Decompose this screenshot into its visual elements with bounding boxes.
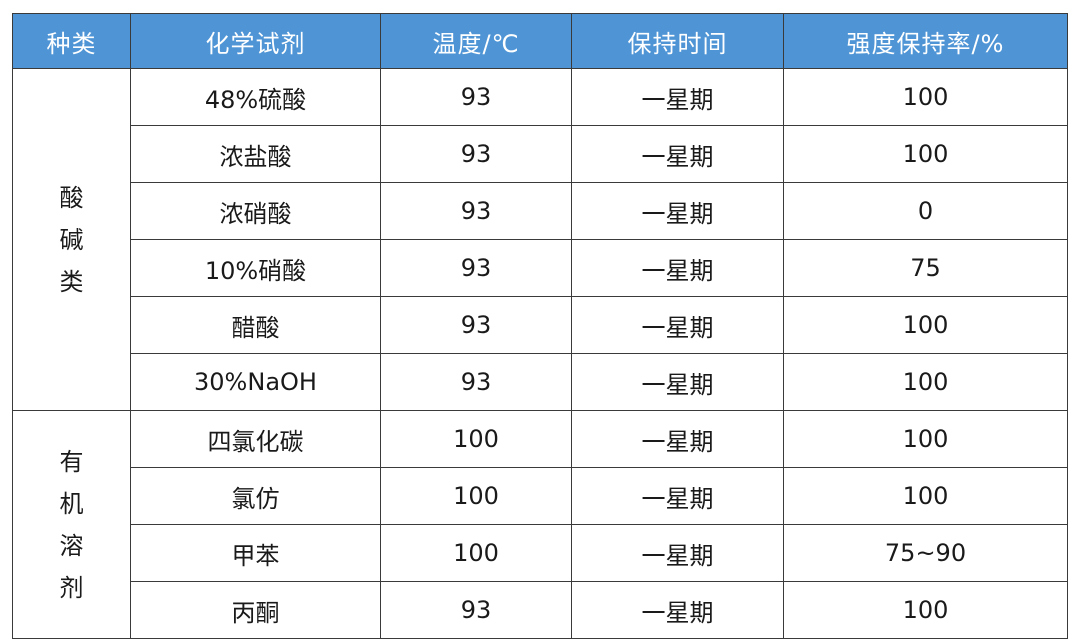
table-row: 酸 碱 类 48%硫酸 93 一星期 100 (12, 68, 1068, 411)
table-row: 丙酮 93 一星期 100 (13, 581, 1068, 639)
table-row: 10%硝酸 93 一星期 75 (13, 239, 1068, 297)
retention-cell: 100 (783, 125, 1068, 183)
retention-cell: 100 (783, 353, 1068, 411)
chemical-resistance-table-container: 种类 化学试剂 温度/℃ 保持时间 强度保持率/% 酸 碱 类 48%硫酸 93… (12, 13, 1068, 639)
category-char: 类 (59, 267, 84, 296)
temperature-cell: 100 (380, 524, 572, 582)
temperature-cell: 93 (380, 581, 572, 639)
retention-cell: 100 (783, 296, 1068, 354)
category-char: 碱 (59, 225, 84, 254)
temperature-cell: 93 (380, 296, 572, 354)
category-char: 酸 (59, 183, 84, 212)
temperature-cell: 93 (380, 68, 572, 126)
retention-cell: 75 (783, 239, 1068, 297)
chemical-cell: 氯仿 (130, 467, 381, 525)
header-category: 种类 (12, 13, 131, 69)
retention-cell: 75~90 (783, 524, 1068, 582)
temperature-cell: 100 (380, 410, 572, 468)
category-char: 剂 (59, 573, 84, 602)
table-row: 浓硝酸 93 一星期 0 (13, 182, 1068, 240)
category-char: 机 (59, 489, 84, 518)
chemical-resistance-table: 种类 化学试剂 温度/℃ 保持时间 强度保持率/% 酸 碱 类 48%硫酸 93… (12, 13, 1068, 639)
retention-cell: 0 (783, 182, 1068, 240)
chemical-cell: 48%硫酸 (130, 68, 381, 126)
category-char: 有 (59, 447, 84, 476)
table-row: 有 机 溶 剂 四氯化碳 100 一星期 100 (12, 410, 1068, 639)
chemical-cell: 甲苯 (130, 524, 381, 582)
chemical-cell: 醋酸 (130, 296, 381, 354)
retention-cell: 100 (783, 410, 1068, 468)
duration-cell: 一星期 (571, 296, 784, 354)
chemical-cell: 30%NaOH (130, 353, 381, 411)
header-chemical: 化学试剂 (130, 13, 381, 69)
table-header-row: 种类 化学试剂 温度/℃ 保持时间 强度保持率/% (12, 13, 1068, 69)
category-cell-organic-solvent: 有 机 溶 剂 (12, 410, 131, 639)
temperature-cell: 93 (380, 125, 572, 183)
table-row: 甲苯 100 一星期 75~90 (13, 524, 1068, 582)
category-cell-acid-base: 酸 碱 类 (12, 68, 131, 411)
header-duration: 保持时间 (571, 13, 784, 69)
duration-cell: 一星期 (571, 353, 784, 411)
duration-cell: 一星期 (571, 125, 784, 183)
chemical-cell: 浓盐酸 (130, 125, 381, 183)
temperature-cell: 93 (380, 182, 572, 240)
retention-cell: 100 (783, 467, 1068, 525)
duration-cell: 一星期 (571, 182, 784, 240)
header-retention: 强度保持率/% (783, 13, 1068, 69)
header-temperature: 温度/℃ (380, 13, 572, 69)
category-char: 溶 (59, 531, 84, 560)
duration-cell: 一星期 (571, 467, 784, 525)
temperature-cell: 93 (380, 239, 572, 297)
table-row: 30%NaOH 93 一星期 100 (13, 353, 1068, 411)
table-row: 氯仿 100 一星期 100 (13, 467, 1068, 525)
duration-cell: 一星期 (571, 68, 784, 126)
duration-cell: 一星期 (571, 524, 784, 582)
duration-cell: 一星期 (571, 410, 784, 468)
table-row: 浓盐酸 93 一星期 100 (13, 125, 1068, 183)
retention-cell: 100 (783, 68, 1068, 126)
duration-cell: 一星期 (571, 581, 784, 639)
temperature-cell: 93 (380, 353, 572, 411)
chemical-cell: 丙酮 (130, 581, 381, 639)
chemical-cell: 四氯化碳 (130, 410, 381, 468)
chemical-cell: 10%硝酸 (130, 239, 381, 297)
duration-cell: 一星期 (571, 239, 784, 297)
table-row: 醋酸 93 一星期 100 (13, 296, 1068, 354)
retention-cell: 100 (783, 581, 1068, 639)
temperature-cell: 100 (380, 467, 572, 525)
chemical-cell: 浓硝酸 (130, 182, 381, 240)
